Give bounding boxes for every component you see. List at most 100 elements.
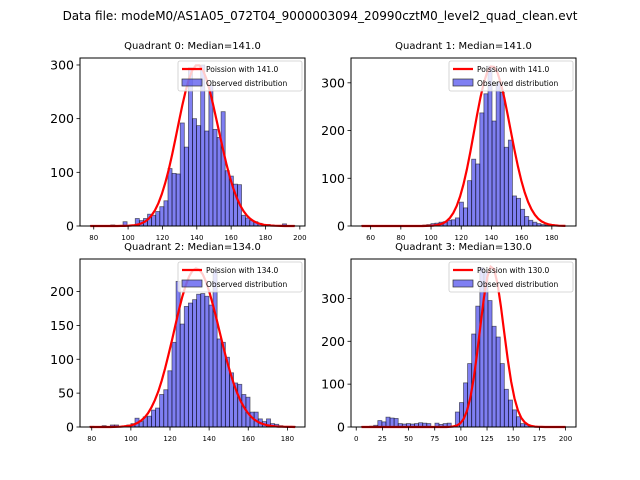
x-tick-label: 100 <box>121 234 134 242</box>
histogram-bar <box>499 91 505 227</box>
x-tick-label: 180 <box>281 435 294 443</box>
y-tick-label: 150 <box>50 318 74 333</box>
y-tick-label: 50 <box>58 386 74 401</box>
x-tick-label: 150 <box>507 435 520 443</box>
histogram-bar <box>179 323 185 428</box>
legend-observed-swatch <box>452 78 474 87</box>
histogram-bar <box>159 206 165 227</box>
histogram-bar <box>188 67 193 227</box>
histogram-bar <box>467 180 473 227</box>
legend-box <box>448 261 574 293</box>
x-tick-label: 80 <box>396 234 405 242</box>
histogram-bar <box>495 82 501 227</box>
axes-frame <box>350 57 577 227</box>
subplot-title: Quadrant 2: Median=134.0 <box>124 242 261 253</box>
x-tick-label: 180 <box>259 234 272 242</box>
figure-suptitle: Data file: modeM0/AS1A05_072T04_90000030… <box>62 9 578 23</box>
legend-poisson-label: Poission with 141.0 <box>206 65 279 74</box>
histogram-bar <box>241 214 247 227</box>
histogram-bar <box>491 120 497 227</box>
histogram-bar <box>212 269 218 428</box>
x-tick-label: 25 <box>378 435 387 443</box>
histogram-bar <box>167 168 173 227</box>
x-tick-label: 160 <box>515 234 528 242</box>
legend: Poission with 141.0 Observed distribution <box>448 60 574 92</box>
legend-poisson-label: Poission with 134.0 <box>206 266 279 275</box>
histogram-bar <box>220 111 226 227</box>
histogram-bar <box>516 197 521 227</box>
legend-observed-swatch <box>181 78 203 87</box>
x-tick-label: 50 <box>404 435 413 443</box>
x-tick-label: 140 <box>190 234 203 242</box>
histogram-bar <box>216 338 222 428</box>
x-tick-label: 120 <box>156 234 169 242</box>
legend-observed-label: Observed distribution <box>206 79 287 88</box>
histogram-bar <box>463 382 468 428</box>
x-tick-label: 0 <box>354 435 358 443</box>
x-tick-label: 125 <box>480 435 493 443</box>
histogram-bar <box>192 299 198 428</box>
x-tick-label: 80 <box>87 435 96 443</box>
histogram-bar <box>463 207 468 227</box>
subplot-quadrant-3: Quadrant 3: Median=130.0 0 25 50 75 100 125 150… <box>321 242 577 443</box>
histogram-bar <box>491 325 497 428</box>
histogram-bar <box>208 84 214 227</box>
legend-observed-swatch <box>452 279 474 288</box>
histogram-bar <box>183 146 189 227</box>
histogram-bar <box>204 295 210 428</box>
histogram-bar <box>479 112 485 227</box>
histogram-bar <box>155 407 161 428</box>
histogram-bar <box>212 128 218 227</box>
histogram-bar <box>507 139 513 227</box>
y-tick-label: 100 <box>50 352 74 367</box>
x-tick-label: 160 <box>242 435 255 443</box>
histogram-bar <box>163 389 169 428</box>
y-tick-label: 0 <box>337 219 345 234</box>
subplot-quadrant-1: Quadrant 1: Median=141.0 60 80 100 120 140 160… <box>321 41 577 242</box>
histogram-bar <box>487 300 493 428</box>
histogram-bar <box>393 418 399 428</box>
histogram-bar <box>204 130 210 227</box>
legend: Poission with 130.0 Observed distribution <box>448 261 574 293</box>
legend-observed-label: Observed distribution <box>477 280 558 289</box>
histogram-bar <box>179 122 185 227</box>
histogram-bar <box>503 146 509 227</box>
y-tick-label: 0 <box>337 420 345 435</box>
histogram-bar <box>495 336 501 428</box>
x-tick-label: 120 <box>163 435 176 443</box>
histogram-bar <box>454 217 460 227</box>
x-tick-label: 100 <box>454 435 467 443</box>
y-tick-label: 0 <box>66 420 74 435</box>
y-tick-label: 200 <box>321 334 345 349</box>
histogram-bar <box>224 170 230 227</box>
histogram-bar <box>520 208 526 227</box>
histogram-bar <box>532 221 538 227</box>
legend-box <box>177 60 303 92</box>
x-tick-label: 140 <box>202 435 215 443</box>
legend-observed-label: Observed distribution <box>206 280 287 289</box>
x-tick-label: 180 <box>545 234 558 242</box>
histogram-bar <box>183 306 189 428</box>
histogram-bar <box>175 173 181 227</box>
histogram-bar <box>200 293 206 428</box>
histogram-bar <box>512 195 517 227</box>
histogram-bar <box>471 158 477 227</box>
legend-poisson-label: Poission with 130.0 <box>477 266 550 275</box>
subplot-title: Quadrant 1: Median=141.0 <box>395 41 532 52</box>
y-tick-label: 100 <box>321 171 345 186</box>
histogram-bar <box>512 409 517 428</box>
histogram-bar <box>196 125 202 227</box>
subplot-title: Quadrant 3: Median=130.0 <box>395 242 532 253</box>
legend: Poission with 134.0 Observed distribution <box>177 261 303 293</box>
legend-observed-swatch <box>181 279 203 288</box>
histogram-bar <box>459 201 464 227</box>
axes-frame <box>350 258 577 428</box>
y-tick-label: 300 <box>321 75 345 90</box>
y-tick-label: 200 <box>50 111 74 126</box>
x-tick-label: 120 <box>455 234 468 242</box>
histogram-bar <box>167 370 173 428</box>
x-tick-label: 100 <box>424 234 437 242</box>
histogram-bar <box>163 200 169 227</box>
subplot-quadrant-0: Quadrant 0: Median=141.0 80 100 120 140 160 18… <box>50 41 306 242</box>
